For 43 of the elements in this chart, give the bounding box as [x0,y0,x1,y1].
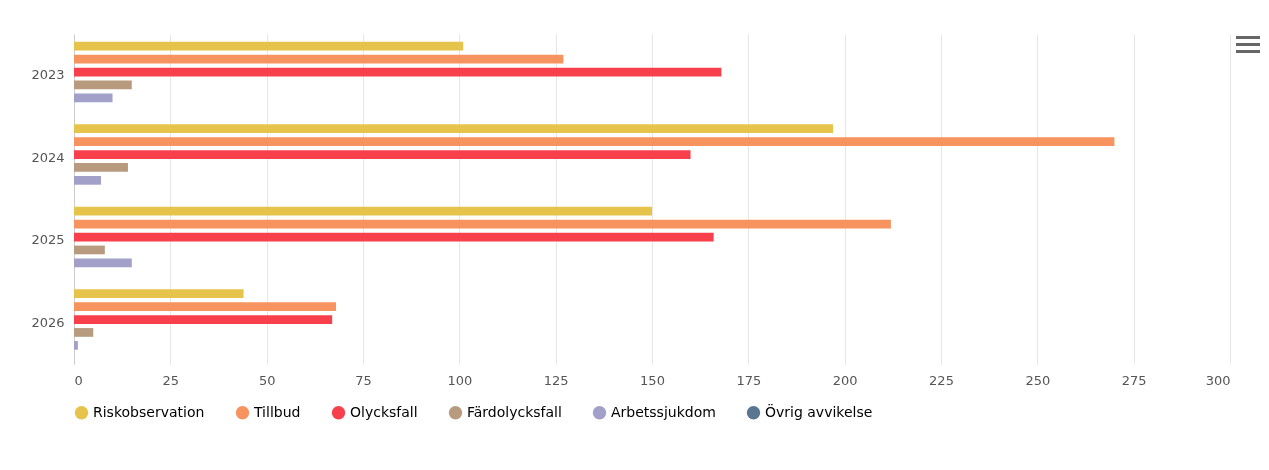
x-tick-label: 25 [162,372,180,388]
bar [74,289,244,299]
bar [74,315,333,324]
bar [74,137,1115,146]
y-tick-label: 2024 [31,149,65,165]
x-tick-label: 250 [1025,372,1051,388]
x-tick-label: 225 [929,372,954,388]
bar [74,175,101,185]
legend-label: Tillbud [253,403,301,420]
bar [74,41,464,51]
x-tick-label: 175 [736,372,762,388]
x-tick-label: 100 [447,372,473,388]
bar [74,124,834,134]
bar [74,150,691,159]
y-tick-label: 2026 [31,314,65,330]
x-tick-label: 0 [74,372,83,388]
legend-label: Färdolycksfall [467,403,562,420]
x-tick-label: 75 [355,372,372,388]
bar [74,163,128,172]
y-tick-label: 2023 [31,67,65,83]
x-tick-label: 125 [543,372,569,388]
x-tick-label: 50 [258,372,276,388]
bar [74,67,722,77]
bar [74,245,105,255]
bar [74,258,132,268]
legend-label: Övrig avvikelse [765,402,873,420]
bar [74,206,652,216]
bar [74,80,132,90]
bar [74,54,564,64]
bar [74,302,337,311]
y-tick-label: 2025 [31,232,65,248]
bar [74,93,113,103]
bar [74,219,891,229]
legend-label: Arbetssjukdom [611,403,716,420]
x-tick-label: 150 [640,372,665,388]
bar [74,340,78,350]
x-tick-label: 275 [1121,372,1147,388]
legend-label: Olycksfall [350,403,418,420]
x-tick-label: 200 [832,372,858,388]
x-tick-label: 300 [1205,372,1231,388]
legend-label: Riskobservation [93,403,205,420]
bar [74,232,714,242]
bar [74,328,94,337]
